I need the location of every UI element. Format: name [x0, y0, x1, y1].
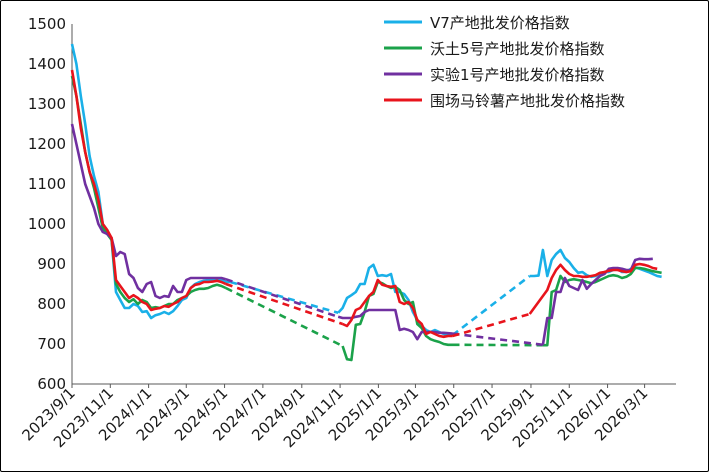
- series-line: [542, 266, 662, 347]
- series-line: [342, 278, 453, 339]
- y-tick-label: 1400: [28, 55, 66, 73]
- y-tick-label: 600: [37, 375, 66, 393]
- series-gap-line: [225, 282, 344, 326]
- series-1: [70, 43, 662, 337]
- series-gap-line: [225, 277, 339, 319]
- series-4: [70, 69, 658, 339]
- y-tick-label: 1300: [28, 95, 66, 113]
- chart-legend: V7产地批发价格指数沃土5号产地批发价格指数实验1号产地批发价格指数围场马铃薯产…: [384, 14, 625, 110]
- series-line: [541, 257, 653, 346]
- series-3: [70, 123, 653, 347]
- series-gap-line: [225, 286, 344, 348]
- y-tick-label: 1100: [28, 175, 66, 193]
- series-gap-line: [452, 332, 544, 347]
- y-tick-label: 1200: [28, 135, 66, 153]
- legend-label: 实验1号产地批发价格指数: [430, 66, 605, 84]
- series-gap-line: [451, 274, 531, 337]
- series-gap-line: [452, 312, 531, 338]
- chart-series: [70, 43, 662, 362]
- y-tick-label: 1500: [28, 15, 66, 33]
- legend-label: 围场马铃薯产地批发价格指数: [430, 92, 625, 110]
- y-tick-label: 800: [37, 295, 66, 313]
- y-tick-label: 1000: [28, 215, 66, 233]
- series-2: [70, 75, 662, 362]
- legend-label: 沃土5号产地批发价格指数: [430, 40, 605, 58]
- legend-label: V7产地批发价格指数: [430, 14, 570, 32]
- series-line: [337, 263, 453, 337]
- series-line: [341, 280, 453, 362]
- series-gap-line: [229, 280, 339, 315]
- y-tick-label: 900: [37, 255, 66, 273]
- series-line: [70, 69, 227, 312]
- y-tick-label: 700: [37, 335, 66, 353]
- series-line: [528, 262, 658, 315]
- series-line: [70, 123, 227, 300]
